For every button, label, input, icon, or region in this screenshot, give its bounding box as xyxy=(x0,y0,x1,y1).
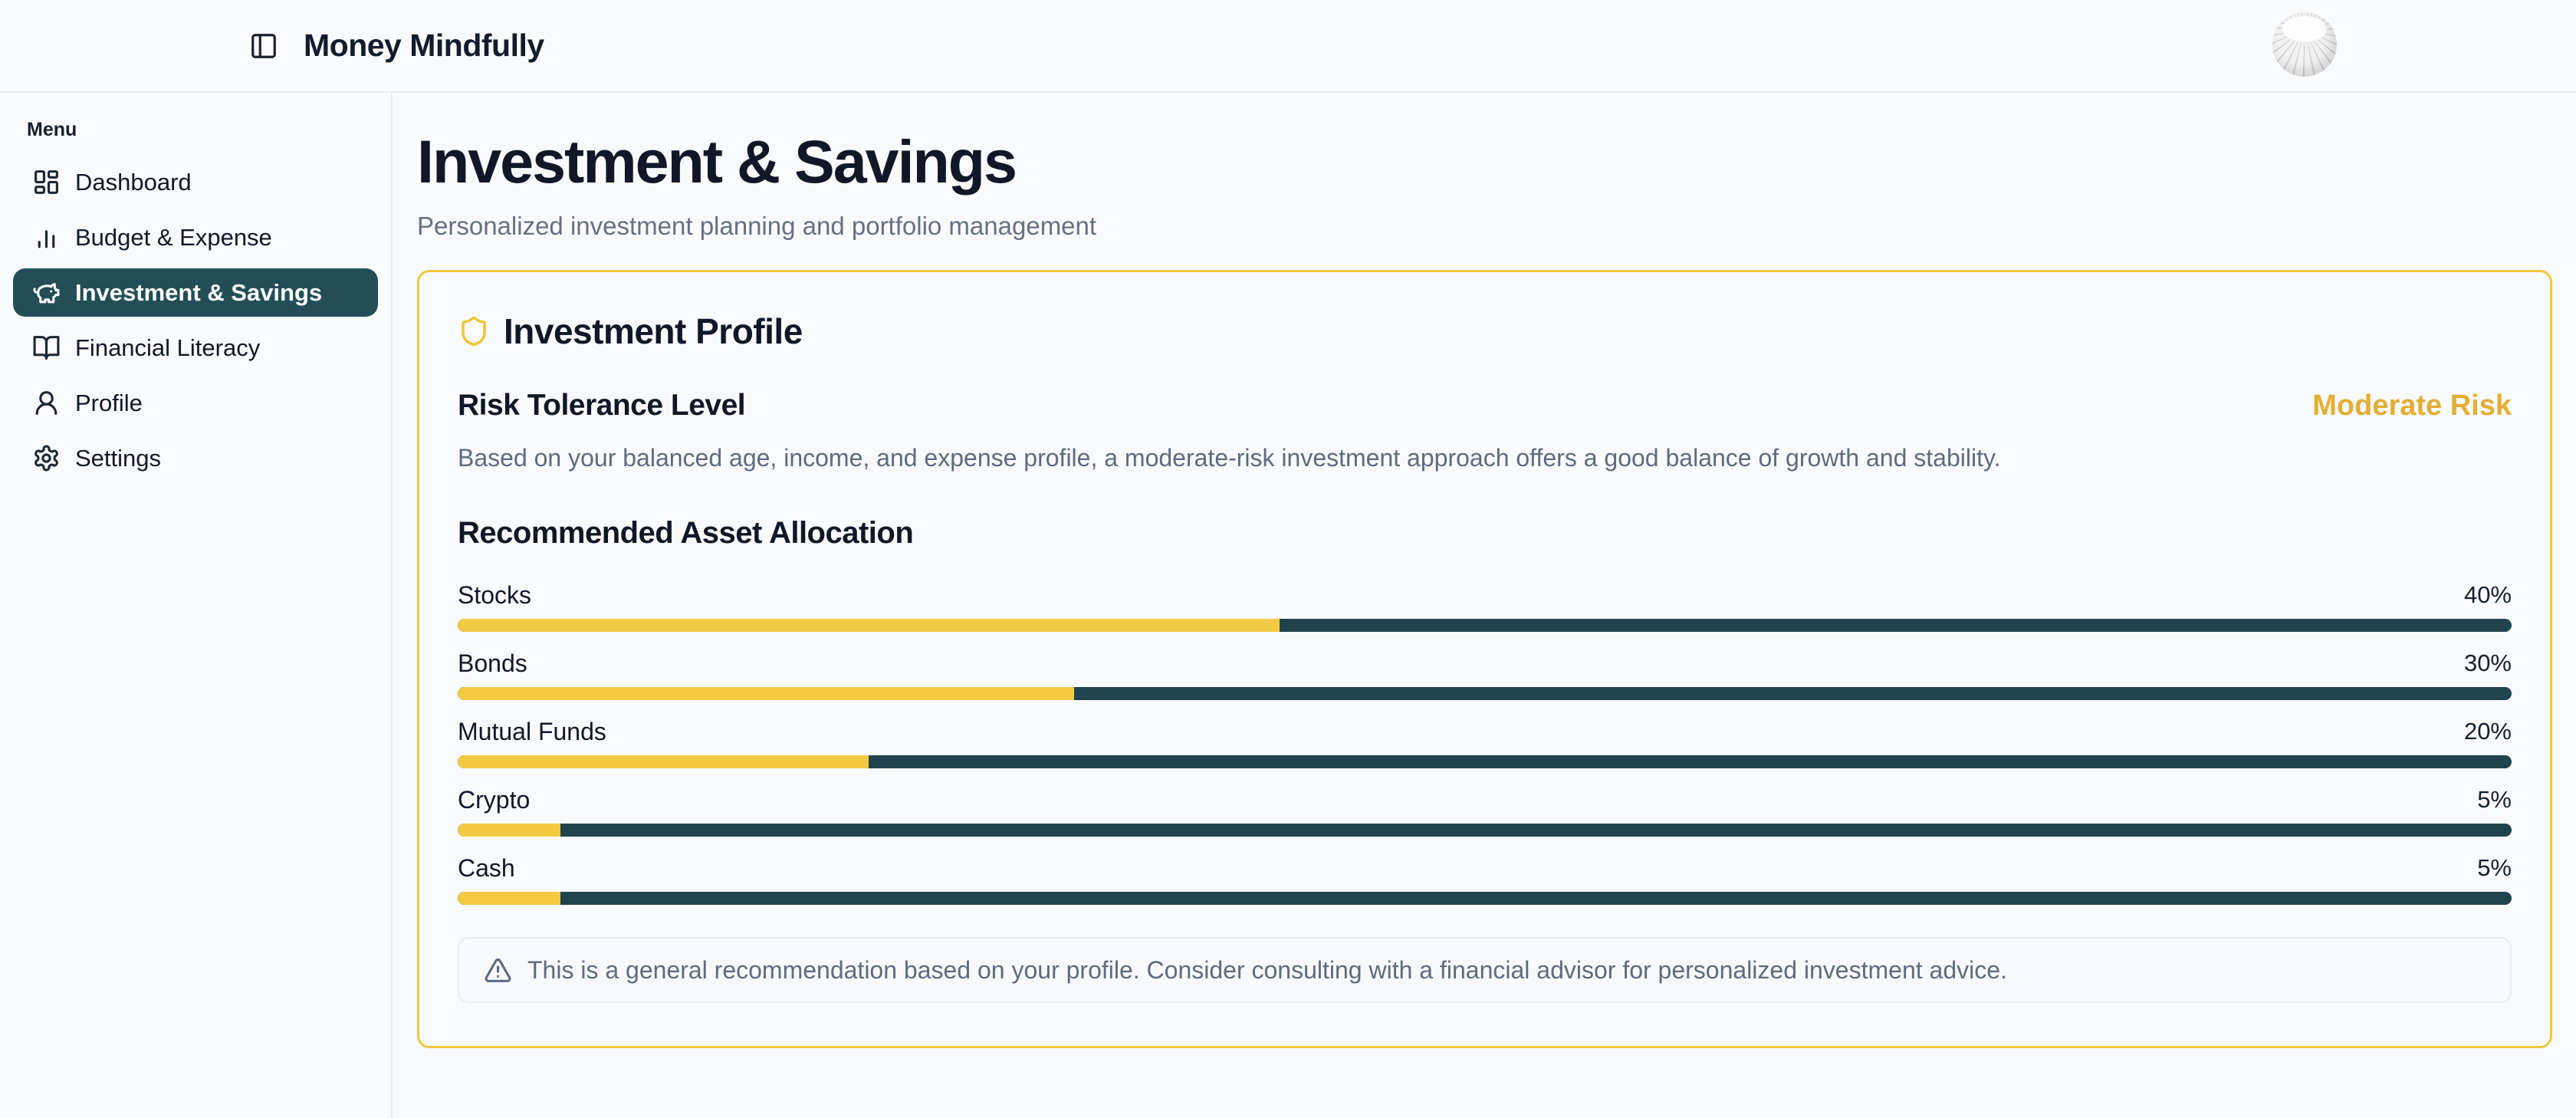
investment-profile-card: Investment Profile Risk Tolerance Level … xyxy=(417,270,2552,1048)
gear-icon xyxy=(34,445,58,472)
sidebar-item-budget-expense[interactable]: Budget & Expense xyxy=(13,213,378,261)
sidebar-item-label: Investment & Savings xyxy=(75,278,323,306)
allocation-bar-track xyxy=(458,687,2512,700)
sidebar-item-label: Settings xyxy=(75,444,162,472)
risk-tolerance-heading: Risk Tolerance Level xyxy=(458,389,746,422)
dashboard-icon xyxy=(34,170,58,194)
allocation-percent: 5% xyxy=(2477,786,2512,813)
panel-left-icon xyxy=(251,33,276,58)
page-subtitle: Personalized investment planning and por… xyxy=(417,212,1097,240)
allocation-percent: 5% xyxy=(2477,854,2512,881)
allocation-list: Stocks 40% Bonds 30% xyxy=(458,580,2512,905)
sidebar-item-dashboard[interactable]: Dashboard xyxy=(13,158,378,206)
advisor-note-text: This is a general recommendation based o… xyxy=(527,955,2007,984)
allocation-bar-track xyxy=(458,892,2512,905)
allocation-row-cash: Cash 5% xyxy=(458,853,2512,905)
allocation-bar-fill xyxy=(458,892,560,905)
allocation-label: Cash xyxy=(458,853,515,882)
sidebar-item-profile[interactable]: Profile xyxy=(13,379,378,427)
shield-icon xyxy=(462,316,486,347)
alert-triangle-icon xyxy=(485,958,511,982)
risk-description: Based on your balanced age, income, and … xyxy=(458,444,2001,472)
allocation-bar-track xyxy=(458,755,2512,768)
card-title: Investment Profile xyxy=(504,311,803,351)
allocation-label: Bonds xyxy=(458,649,527,677)
bar-chart-icon xyxy=(38,230,55,248)
main-content: Investment & Savings Personalized invest… xyxy=(393,93,2576,1118)
allocation-percent: 20% xyxy=(2463,718,2512,745)
sidebar-item-label: Profile xyxy=(75,389,143,416)
allocation-row-crypto: Crypto 5% xyxy=(458,784,2512,837)
advisor-note: This is a general recommendation based o… xyxy=(458,937,2512,1003)
sidebar-item-label: Financial Literacy xyxy=(75,334,261,361)
avatar[interactable] xyxy=(2272,12,2337,77)
allocation-heading: Recommended Asset Allocation xyxy=(458,516,914,550)
sidebar-menu-label: Menu xyxy=(27,119,77,140)
allocation-bar-fill xyxy=(458,619,1280,632)
book-open-icon xyxy=(33,336,60,360)
app-header: Money Mindfully xyxy=(0,0,2576,93)
app-title: Money Mindfully xyxy=(304,28,544,63)
allocation-row-mutual-funds: Mutual Funds 20% xyxy=(458,716,2512,768)
allocation-bar-fill xyxy=(458,687,1074,700)
sidebar-item-label: Dashboard xyxy=(75,168,192,196)
allocation-bar-track xyxy=(458,824,2512,837)
allocation-percent: 30% xyxy=(2463,649,2512,676)
sidebar-item-label: Budget & Expense xyxy=(75,223,272,251)
user-icon xyxy=(35,391,58,415)
allocation-label: Crypto xyxy=(458,785,531,814)
piggy-bank-icon xyxy=(33,283,60,304)
risk-level-badge: Moderate Risk xyxy=(2312,390,2512,422)
allocation-label: Mutual Funds xyxy=(458,717,606,745)
page-title: Investment & Savings xyxy=(417,127,1017,196)
sidebar: Menu Dashboard Budget & Expense Inv xyxy=(0,93,393,1118)
sidebar-toggle-button[interactable] xyxy=(244,26,284,66)
sidebar-item-settings[interactable]: Settings xyxy=(13,434,378,482)
allocation-label: Stocks xyxy=(458,580,532,609)
allocation-bar-fill xyxy=(458,824,560,837)
allocation-bar-track xyxy=(458,619,2512,632)
allocation-percent: 40% xyxy=(2463,581,2512,608)
sidebar-item-investment-savings[interactable]: Investment & Savings xyxy=(13,268,378,317)
sidebar-item-financial-literacy[interactable]: Financial Literacy xyxy=(13,324,378,372)
allocation-row-bonds: Bonds 30% xyxy=(458,648,2512,700)
allocation-bar-fill xyxy=(458,755,869,768)
allocation-row-stocks: Stocks 40% xyxy=(458,580,2512,632)
